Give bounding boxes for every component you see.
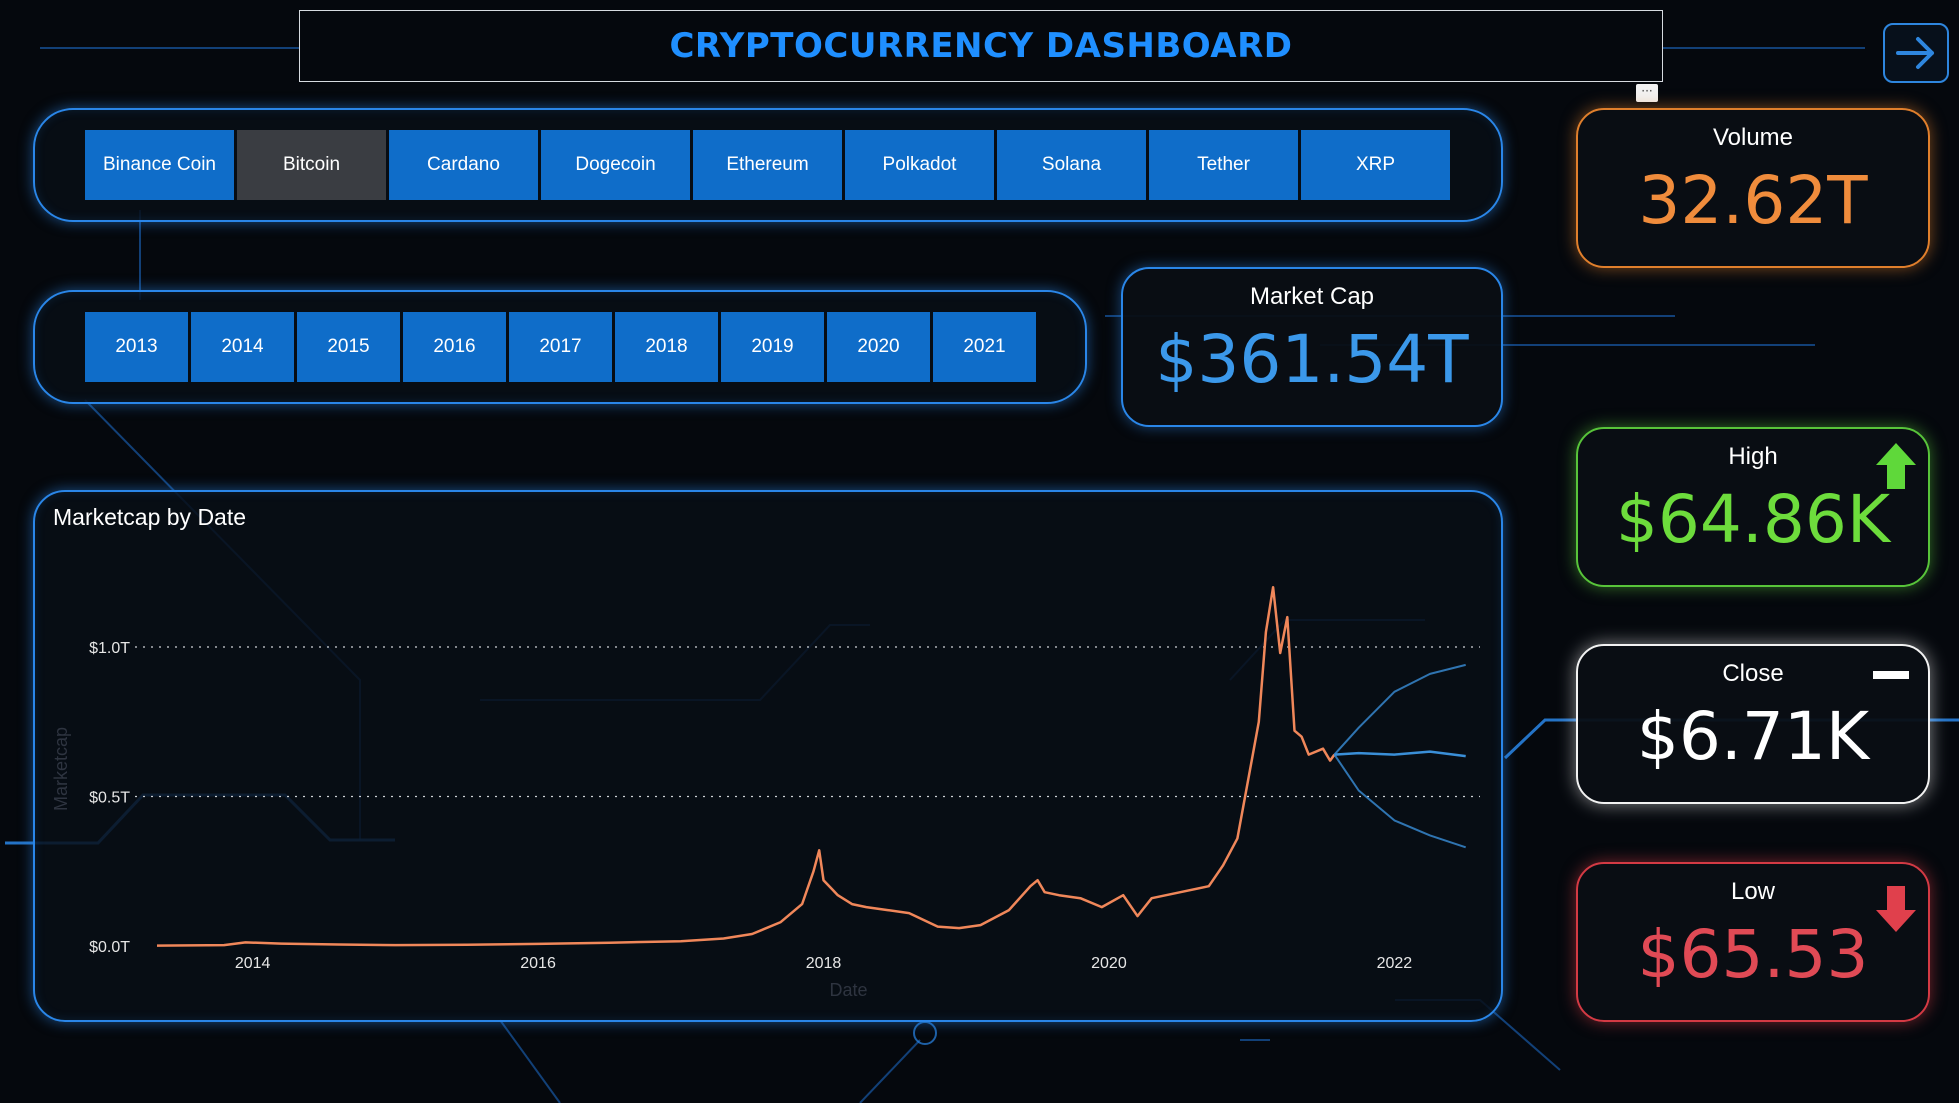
low-value: $65.53 [1637, 916, 1869, 993]
year-2019[interactable]: 2019 [721, 312, 824, 382]
y-tick-label: $1.0T [89, 640, 130, 657]
arrow-right-icon [1896, 37, 1934, 69]
high-value: $64.86K [1615, 481, 1891, 558]
forecast-upper-line [1333, 663, 1466, 756]
y-axis-label: Marketcap [51, 727, 71, 811]
coin-solana[interactable]: Solana [997, 130, 1146, 200]
x-tick-label: 2014 [235, 955, 271, 972]
year-2020[interactable]: 2020 [827, 312, 930, 382]
year-2018[interactable]: 2018 [615, 312, 718, 382]
year-2014[interactable]: 2014 [191, 312, 294, 382]
year-slicer-panel: 2013 2014 2015 2016 2017 2018 2019 2020 … [33, 290, 1087, 404]
market-cap-card: Market Cap $361.54T [1121, 267, 1503, 427]
forecast-line [1334, 750, 1466, 758]
market-cap-value: $361.54T [1155, 321, 1469, 398]
coin-polkadot[interactable]: Polkadot [845, 130, 994, 200]
x-tick-label: 2022 [1377, 955, 1413, 972]
arrow-up-icon [1876, 443, 1916, 489]
coin-slicer-panel: Binance Coin Bitcoin Cardano Dogecoin Et… [33, 108, 1503, 222]
x-tick-label: 2018 [806, 955, 842, 972]
high-label: High [1728, 443, 1778, 470]
coin-tether[interactable]: Tether [1149, 130, 1298, 200]
dashboard-title-box: CRYPTOCURRENCY DASHBOARD [299, 10, 1663, 82]
coin-slicer: Binance Coin Bitcoin Cardano Dogecoin Et… [85, 130, 1450, 200]
x-tick-label: 2020 [1091, 955, 1127, 972]
page-title: CRYPTOCURRENCY DASHBOARD [669, 26, 1293, 66]
coin-bitcoin[interactable]: Bitcoin [237, 130, 386, 200]
coin-binance-coin[interactable]: Binance Coin [85, 130, 234, 200]
close-value: $6.71K [1636, 698, 1870, 775]
year-2015[interactable]: 2015 [297, 312, 400, 382]
low-label: Low [1730, 878, 1776, 905]
year-2017[interactable]: 2017 [509, 312, 612, 382]
high-card: High $64.86K [1576, 427, 1930, 587]
coin-xrp[interactable]: XRP [1301, 130, 1450, 200]
close-label: Close [1722, 660, 1784, 687]
dash-icon [1873, 671, 1909, 679]
forecast-lower-line [1333, 754, 1467, 849]
market-cap-label: Market Cap [1249, 283, 1375, 310]
y-tick-label: $0.5T [89, 790, 130, 807]
y-tick-label: $0.0T [89, 939, 130, 956]
close-card: Close $6.71K [1576, 644, 1930, 804]
year-2021[interactable]: 2021 [933, 312, 1036, 382]
more-options-button[interactable]: ··· [1636, 84, 1658, 102]
volume-label: Volume [1712, 124, 1794, 151]
coin-ethereum[interactable]: Ethereum [693, 130, 842, 200]
year-slicer: 2013 2014 2015 2016 2017 2018 2019 2020 … [85, 312, 1036, 382]
low-card: Low $65.53 [1576, 862, 1930, 1022]
x-axis-label: Date [829, 980, 867, 1000]
chart-title: Marketcap by Date [53, 504, 247, 530]
volume-value: 32.62T [1638, 162, 1868, 239]
coin-cardano[interactable]: Cardano [389, 130, 538, 200]
arrow-down-icon [1876, 886, 1916, 932]
volume-card: Volume 32.62T [1576, 108, 1930, 268]
coin-dogecoin[interactable]: Dogecoin [541, 130, 690, 200]
x-tick-label: 2016 [520, 955, 556, 972]
year-2016[interactable]: 2016 [403, 312, 506, 382]
marketcap-series-line [156, 585, 1336, 947]
navigate-button[interactable] [1883, 23, 1949, 83]
year-2013[interactable]: 2013 [85, 312, 188, 382]
marketcap-chart-panel: Marketcap by Date $0.0T $0.5T $1.0T 2014 201… [33, 490, 1503, 1022]
